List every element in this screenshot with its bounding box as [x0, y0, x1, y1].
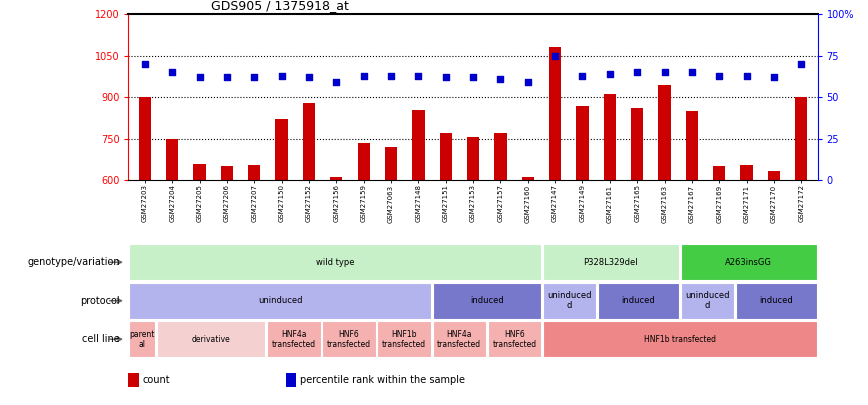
Point — [247, 74, 261, 81]
Text: HNF4a
transfected: HNF4a transfected — [272, 330, 316, 349]
Text: parent
al: parent al — [129, 330, 155, 349]
Point — [357, 72, 371, 79]
Text: protocol: protocol — [80, 296, 120, 306]
Point — [466, 74, 480, 81]
Point — [193, 74, 207, 81]
Text: count: count — [143, 375, 171, 385]
Text: induced: induced — [470, 296, 503, 305]
Bar — [275, 119, 288, 180]
Point — [302, 74, 316, 81]
Text: HNF1b
transfected: HNF1b transfected — [382, 330, 426, 349]
Bar — [194, 164, 206, 180]
Bar — [681, 283, 734, 319]
Bar — [795, 97, 807, 180]
Bar — [286, 373, 296, 386]
Bar — [681, 244, 817, 280]
Bar — [598, 283, 679, 319]
Text: uninduced
d: uninduced d — [548, 291, 592, 310]
Text: HNF6
transfected: HNF6 transfected — [492, 330, 536, 349]
Text: HNF1b transfected: HNF1b transfected — [644, 335, 716, 344]
Bar — [522, 177, 534, 180]
Bar — [129, 244, 541, 280]
Point — [274, 72, 288, 79]
Point — [767, 74, 781, 81]
Text: percentile rank within the sample: percentile rank within the sample — [300, 375, 465, 385]
Bar — [303, 103, 315, 180]
Bar — [267, 321, 320, 357]
Point — [603, 71, 617, 77]
Bar — [378, 321, 431, 357]
Point — [658, 69, 672, 75]
Bar — [432, 283, 541, 319]
Point — [411, 72, 425, 79]
Bar — [412, 110, 424, 180]
Text: HNF6
transfected: HNF6 transfected — [327, 330, 371, 349]
Text: uninduced
d: uninduced d — [685, 291, 730, 310]
Bar — [157, 321, 266, 357]
Text: HNF4a
transfected: HNF4a transfected — [437, 330, 482, 349]
Bar — [713, 166, 726, 180]
Bar — [128, 373, 139, 386]
Text: wild type: wild type — [316, 258, 354, 267]
Bar — [542, 321, 817, 357]
Bar — [358, 143, 370, 180]
Text: induced: induced — [621, 296, 655, 305]
Bar — [439, 133, 452, 180]
Point — [494, 76, 508, 82]
Bar — [736, 283, 817, 319]
Text: GDS905 / 1375918_at: GDS905 / 1375918_at — [211, 0, 349, 12]
Bar — [385, 147, 398, 180]
Bar — [248, 165, 260, 180]
Text: derivative: derivative — [192, 335, 231, 344]
Point — [740, 72, 753, 79]
Bar — [467, 137, 479, 180]
Bar — [542, 244, 679, 280]
Text: uninduced: uninduced — [258, 296, 302, 305]
Bar — [686, 111, 698, 180]
Bar — [220, 166, 233, 180]
Point — [521, 79, 535, 85]
Bar — [432, 321, 486, 357]
Bar — [603, 94, 616, 180]
Bar — [542, 283, 596, 319]
Bar — [129, 283, 431, 319]
Text: induced: induced — [760, 296, 793, 305]
Bar — [488, 321, 541, 357]
Point — [165, 69, 179, 75]
Point — [630, 69, 644, 75]
Point — [794, 61, 808, 67]
Point — [138, 61, 152, 67]
Point — [685, 69, 699, 75]
Point — [438, 74, 452, 81]
Text: genotype/variation: genotype/variation — [27, 257, 120, 267]
Point — [549, 52, 562, 59]
Bar — [330, 177, 343, 180]
Text: P328L329del: P328L329del — [583, 258, 638, 267]
Bar — [658, 85, 671, 180]
Bar — [166, 139, 179, 180]
Bar — [631, 108, 643, 180]
Bar — [129, 321, 155, 357]
Bar — [549, 47, 562, 180]
Text: cell line: cell line — [82, 334, 120, 344]
Point — [384, 72, 398, 79]
Bar — [740, 165, 753, 180]
Bar — [139, 97, 151, 180]
Text: A263insGG: A263insGG — [726, 258, 773, 267]
Point — [220, 74, 233, 81]
Bar — [494, 133, 507, 180]
Point — [713, 72, 727, 79]
Bar — [322, 321, 376, 357]
Bar — [576, 105, 589, 180]
Point — [329, 79, 343, 85]
Bar — [767, 171, 780, 180]
Point — [575, 72, 589, 79]
